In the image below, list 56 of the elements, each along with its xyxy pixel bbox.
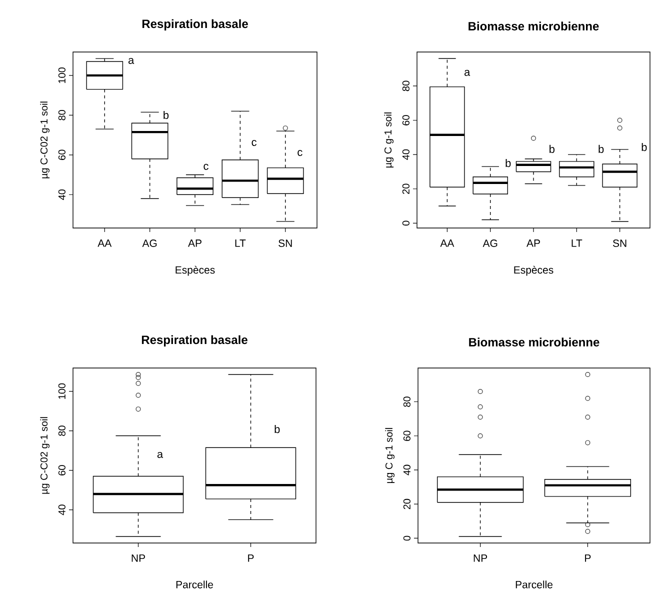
annotation: c	[298, 150, 302, 156]
annotation: a	[464, 70, 470, 76]
chart-title: Respiration basale	[142, 19, 248, 30]
y-tick-label: 80	[58, 110, 66, 120]
annotation: a	[128, 58, 134, 64]
x-tick-label: AA	[98, 240, 112, 247]
chart-title: Biomasse microbienne	[469, 338, 600, 346]
annotation: b	[164, 110, 169, 120]
annotation: c	[204, 164, 208, 170]
annotation: a	[157, 452, 164, 458]
y-tick-label: 40	[58, 189, 66, 200]
y-tick-label: 0	[402, 220, 410, 226]
annotation: b	[506, 159, 511, 168]
y-tick-label: 40	[58, 504, 66, 516]
x-tick-label: SN	[612, 240, 626, 247]
x-axis-title: Parcelle	[176, 580, 213, 588]
annotation: b	[598, 144, 604, 154]
y-axis-title: µg C g-1 soil	[384, 112, 394, 168]
y-tick-label: 20	[403, 498, 410, 510]
y-tick-label: 40	[403, 464, 410, 476]
chart-title: Biomasse microbienne	[468, 22, 599, 30]
x-tick-label: AG	[142, 240, 157, 247]
y-tick-label: 80	[58, 426, 66, 436]
x-tick-label: SN	[278, 240, 292, 247]
x-tick-label: NP	[474, 554, 488, 562]
y-tick-label: 60	[58, 465, 66, 476]
x-tick-label: AP	[526, 240, 540, 247]
annotation: b	[642, 142, 647, 152]
x-axis-title: Espèces	[176, 266, 215, 276]
y-tick-label: 60	[58, 150, 66, 160]
y-axis-title: µg C-C02 g-1 soil	[40, 417, 50, 494]
x-tick-label: LT	[235, 240, 246, 247]
y-tick-label: 60	[402, 115, 410, 126]
chart-title: Respiration basale	[142, 335, 248, 346]
x-tick-label: AA	[440, 240, 454, 247]
y-tick-label: 60	[403, 430, 410, 441]
x-axis-title: Espèces	[514, 266, 554, 276]
annotation: c	[252, 140, 257, 146]
x-axis-title: Parcelle	[516, 580, 552, 588]
y-tick-label: 0	[403, 536, 410, 541]
annotation: b	[550, 144, 554, 154]
y-axis-title: µg C g-1 soil	[385, 428, 395, 483]
y-tick-label: 80	[403, 396, 410, 407]
x-tick-label: P	[585, 554, 591, 562]
y-tick-label: 80	[402, 80, 410, 92]
y-tick-label: 40	[402, 149, 410, 160]
y-tick-label: 20	[402, 184, 410, 194]
annotation: b	[274, 425, 280, 434]
x-tick-label: AP	[188, 240, 202, 247]
y-tick-label: 100	[58, 67, 66, 84]
x-tick-label: P	[248, 554, 254, 562]
y-axis-title: µg C-C02 g-1 soil	[40, 102, 50, 178]
y-tick-label: 100	[58, 383, 66, 399]
x-tick-label: LT	[572, 240, 582, 247]
x-tick-label: NP	[132, 554, 145, 562]
x-tick-label: AG	[482, 240, 498, 247]
